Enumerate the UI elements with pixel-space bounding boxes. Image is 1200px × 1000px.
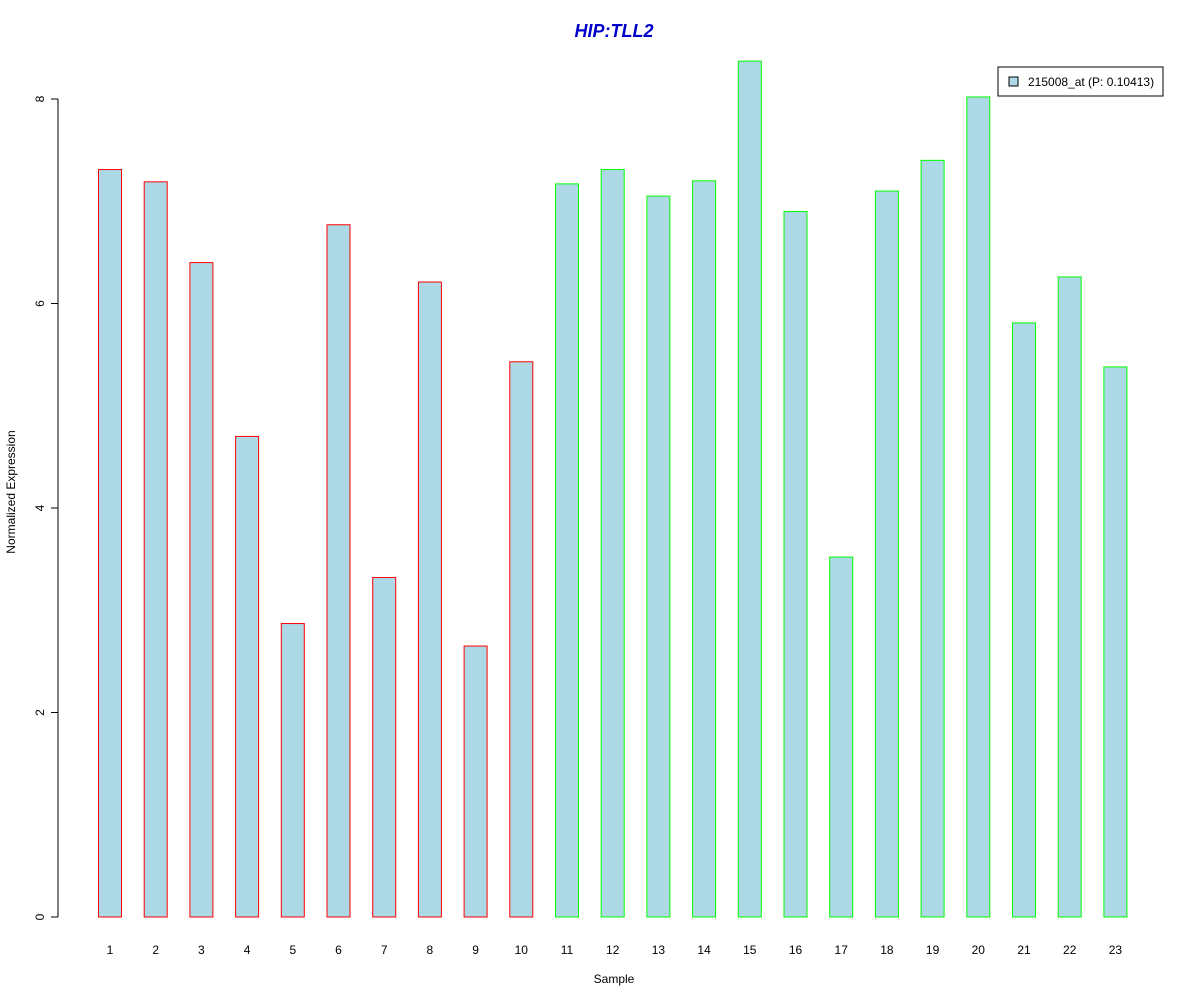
bar-sample-16 xyxy=(783,210,808,918)
bar-sample-14 xyxy=(692,180,717,918)
x-tick-label: 1 xyxy=(107,943,114,957)
bar-sample-6 xyxy=(326,224,351,918)
bar-sample-2 xyxy=(143,181,168,918)
x-tick-label: 2 xyxy=(152,943,159,957)
bar-sample-17 xyxy=(829,556,854,918)
bar-sample-12 xyxy=(600,169,625,918)
x-tick-label: 12 xyxy=(606,943,620,957)
bar-sample-3 xyxy=(189,262,214,918)
x-tick-label: 14 xyxy=(697,943,711,957)
y-axis: 0 2 4 6 8 xyxy=(33,95,59,920)
x-tick-label: 8 xyxy=(427,943,434,957)
legend-box xyxy=(997,66,1164,97)
bar-sample-10 xyxy=(509,361,534,918)
bar-sample-5 xyxy=(280,623,305,918)
bar-sample-9 xyxy=(463,645,488,918)
y-axis-label: Normalized Expression xyxy=(4,430,18,553)
x-tick-label: 15 xyxy=(743,943,757,957)
x-tick-label: 22 xyxy=(1063,943,1077,957)
bar-sample-13 xyxy=(646,195,671,918)
bar-sample-22 xyxy=(1057,276,1082,918)
bar-sample-18 xyxy=(874,190,899,918)
x-tick-labels: 1 2 3 4 5 6 7 8 9 10 11 12 13 14 15 16 17 18 19 20 21 22 23 xyxy=(107,943,1123,957)
bar-sample-20 xyxy=(966,96,991,918)
x-tick-label: 13 xyxy=(652,943,666,957)
bar-sample-15 xyxy=(737,60,762,918)
x-tick-label: 9 xyxy=(472,943,479,957)
x-tick-label: 18 xyxy=(880,943,894,957)
x-axis-label: Sample xyxy=(594,972,635,986)
bar-sample-4 xyxy=(235,435,260,918)
x-tick-label: 16 xyxy=(789,943,803,957)
x-tick-label: 7 xyxy=(381,943,388,957)
x-tick-label: 23 xyxy=(1109,943,1123,957)
chart-title: HIP:TLL2 xyxy=(575,21,654,41)
y-tick-label: 8 xyxy=(33,95,47,102)
y-tick-label: 0 xyxy=(33,913,47,920)
bar-sample-19 xyxy=(920,159,945,918)
bar-sample-7 xyxy=(372,577,397,918)
legend-swatch xyxy=(1008,76,1019,87)
legend-label: 215008_at (P: 0.10413) xyxy=(1028,75,1154,89)
y-tick-label: 6 xyxy=(33,300,47,307)
bar-sample-21 xyxy=(1012,322,1036,918)
x-tick-label: 20 xyxy=(972,943,986,957)
x-tick-label: 21 xyxy=(1017,943,1031,957)
x-tick-label: 10 xyxy=(515,943,529,957)
bar-sample-11 xyxy=(555,183,579,918)
bar-sample-23 xyxy=(1103,366,1128,918)
x-tick-label: 19 xyxy=(926,943,940,957)
x-tick-label: 11 xyxy=(561,943,574,957)
y-tick-label: 2 xyxy=(33,709,47,716)
x-tick-label: 17 xyxy=(835,943,849,957)
x-tick-label: 5 xyxy=(289,943,296,957)
y-tick-label: 4 xyxy=(33,504,47,511)
x-tick-label: 3 xyxy=(198,943,205,957)
bars-group xyxy=(98,60,1128,918)
legend: 215008_at (P: 0.10413) xyxy=(997,66,1164,97)
bar-sample-1 xyxy=(98,169,122,918)
x-tick-label: 4 xyxy=(244,943,251,957)
bar-sample-8 xyxy=(417,281,442,918)
x-tick-label: 6 xyxy=(335,943,342,957)
